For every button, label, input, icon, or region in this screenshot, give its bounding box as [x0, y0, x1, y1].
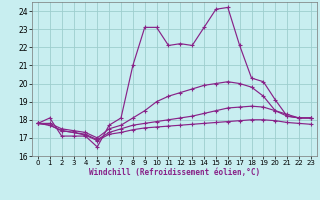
X-axis label: Windchill (Refroidissement éolien,°C): Windchill (Refroidissement éolien,°C): [89, 168, 260, 177]
